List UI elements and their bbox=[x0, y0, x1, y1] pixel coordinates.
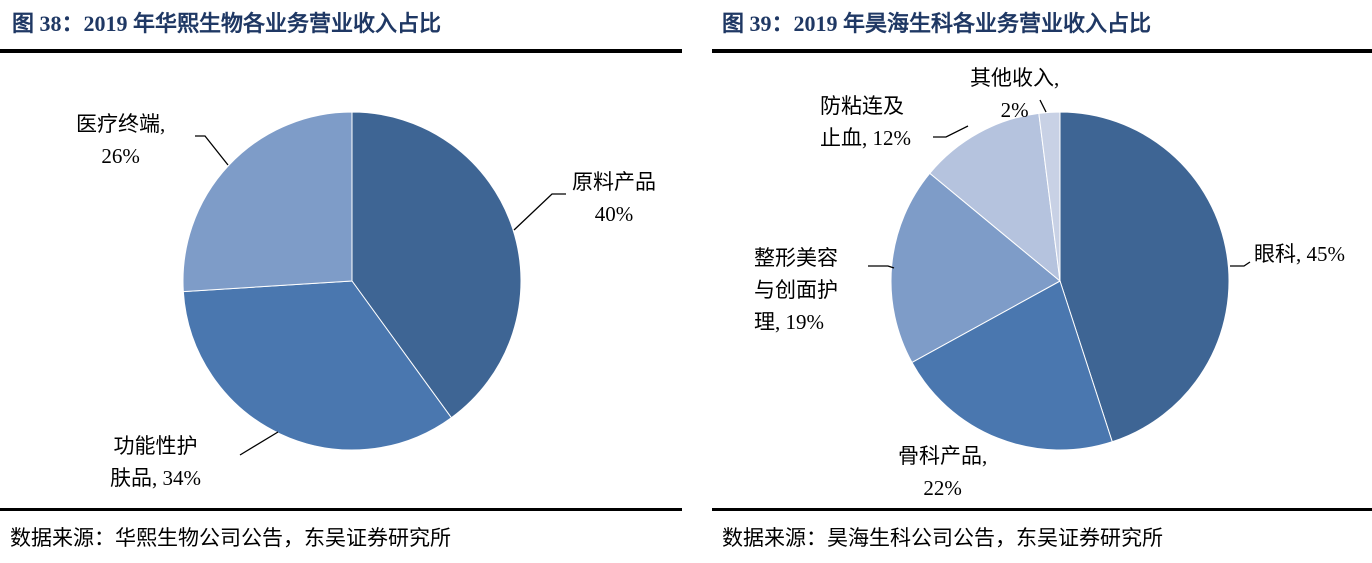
slice-label: 防粘连及 止血, 12% bbox=[820, 94, 911, 150]
pie-slice-2 bbox=[890, 172, 1061, 364]
leader-line bbox=[933, 125, 969, 138]
slice-label: 其他收入, 2% bbox=[970, 66, 1060, 122]
chart-panel-38: 图 38：2019 年华熙生物各业务营业收入占比 原料产品 40% 功能性护 肤… bbox=[0, 0, 682, 563]
leader-line bbox=[1039, 99, 1047, 113]
leader-line bbox=[195, 135, 229, 166]
pie-slice-0 bbox=[1059, 111, 1230, 443]
leader-line bbox=[513, 193, 566, 231]
pie-slice-2 bbox=[182, 111, 353, 293]
divider bbox=[0, 49, 682, 53]
pie-chart-38 bbox=[182, 111, 566, 456]
pie-slice-1 bbox=[182, 280, 453, 451]
slice-label: 功能性护 肤品, 34% bbox=[110, 434, 201, 490]
divider bbox=[712, 49, 1372, 53]
chart-title: 图 38：2019 年华熙生物各业务营业收入占比 bbox=[12, 11, 442, 36]
divider bbox=[0, 508, 682, 511]
slice-label: 原料产品 40% bbox=[572, 170, 656, 226]
pie-slice-0 bbox=[351, 111, 522, 419]
pie-chart-39 bbox=[868, 99, 1251, 451]
chart-panel-39: 图 39：2019 年昊海生科各业务营业收入占比 眼科, 45% 骨科产品, 2… bbox=[712, 0, 1372, 563]
slice-label: 眼科, 45% bbox=[1254, 242, 1345, 266]
slice-label: 骨科产品, 22% bbox=[898, 444, 988, 500]
chart-title: 图 39：2019 年昊海生科各业务营业收入占比 bbox=[722, 11, 1152, 36]
divider bbox=[712, 508, 1372, 511]
leader-line bbox=[239, 431, 279, 456]
leader-line bbox=[1230, 261, 1251, 267]
pie-slice-4 bbox=[1038, 111, 1061, 282]
pie-slice-1 bbox=[911, 280, 1113, 451]
slice-label: 医疗终端, 26% bbox=[76, 112, 166, 168]
leader-line bbox=[868, 265, 895, 269]
slice-label: 整形美容 与创面护 理, 19% bbox=[754, 246, 838, 334]
pie-slice-3 bbox=[929, 112, 1061, 283]
source-note: 数据来源：华熙生物公司公告，东吴证券研究所 bbox=[10, 526, 451, 550]
source-note: 数据来源：昊海生科公司公告，东吴证券研究所 bbox=[722, 526, 1163, 550]
